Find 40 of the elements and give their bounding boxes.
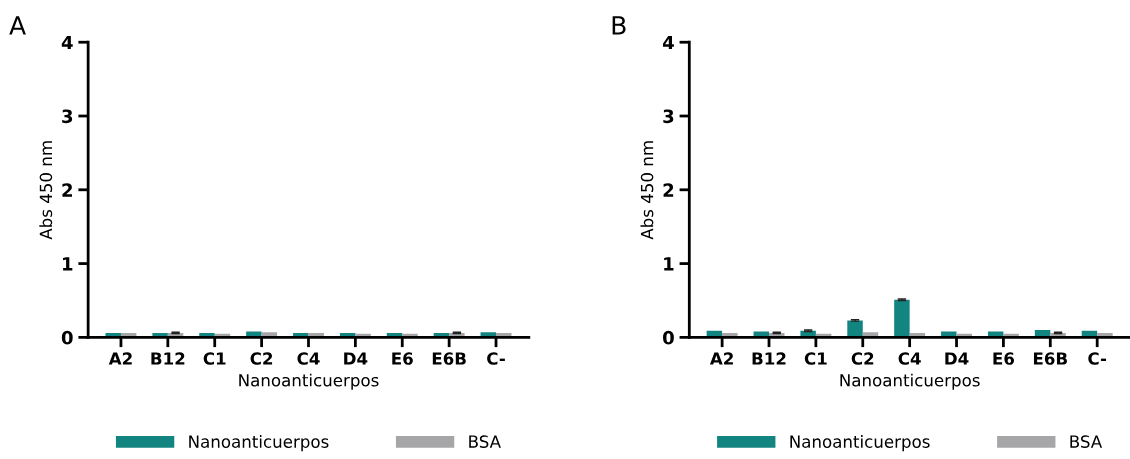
x-tick-label: C2 (851, 352, 874, 365)
y-tick-label: 2 (62, 183, 72, 197)
x-tick-label: E6B (1033, 352, 1067, 365)
y-tick-label: 3 (62, 109, 73, 124)
x-tick-label: E6B (432, 352, 466, 365)
y-tick-label: 1 (664, 257, 674, 271)
bar (894, 299, 910, 338)
x-tick-label: C4 (297, 352, 320, 365)
y-tick-label: 4 (662, 35, 674, 50)
legend-label: Nanoanticuerpos (790, 435, 930, 452)
x-tick-label: D4 (945, 352, 969, 365)
x-tick-label: C1 (804, 352, 827, 365)
legend-label: BSA (469, 435, 501, 448)
y-tick-label: 0 (663, 330, 674, 345)
x-tick-label: D4 (344, 352, 368, 365)
x-axis-title: Nanoanticuerpos (840, 373, 980, 390)
y-tick-label: 1 (63, 257, 73, 271)
legend-label: Nanoanticuerpos (189, 435, 329, 452)
x-tick-label: A2 (108, 352, 132, 365)
x-tick-label: C- (487, 352, 505, 365)
x-tick-label: C- (1088, 352, 1107, 365)
x-tick-label: C1 (203, 352, 226, 365)
bar (847, 320, 863, 338)
y-axis-title: Abs 450 nm (39, 141, 53, 240)
y-tick-label: 4 (61, 35, 73, 50)
text: B (612, 16, 626, 35)
y-tick-label: 2 (663, 183, 674, 197)
x-tick-label: E6 (993, 352, 1015, 365)
y-tick-label: 3 (663, 109, 674, 124)
text: A (9, 16, 26, 35)
x-tick-label: B12 (151, 352, 185, 365)
x-tick-label: A2 (709, 352, 733, 365)
x-tick-label: B12 (752, 352, 786, 365)
x-tick-label: C2 (250, 352, 273, 365)
x-tick-label: C4 (898, 352, 921, 365)
legend-label: BSA (1070, 435, 1103, 448)
y-tick-label: 0 (61, 330, 73, 345)
y-axis-title: Abs 450 nm (640, 141, 654, 240)
x-axis-title: Nanoanticuerpos (239, 373, 379, 390)
x-tick-label: E6 (392, 352, 413, 365)
